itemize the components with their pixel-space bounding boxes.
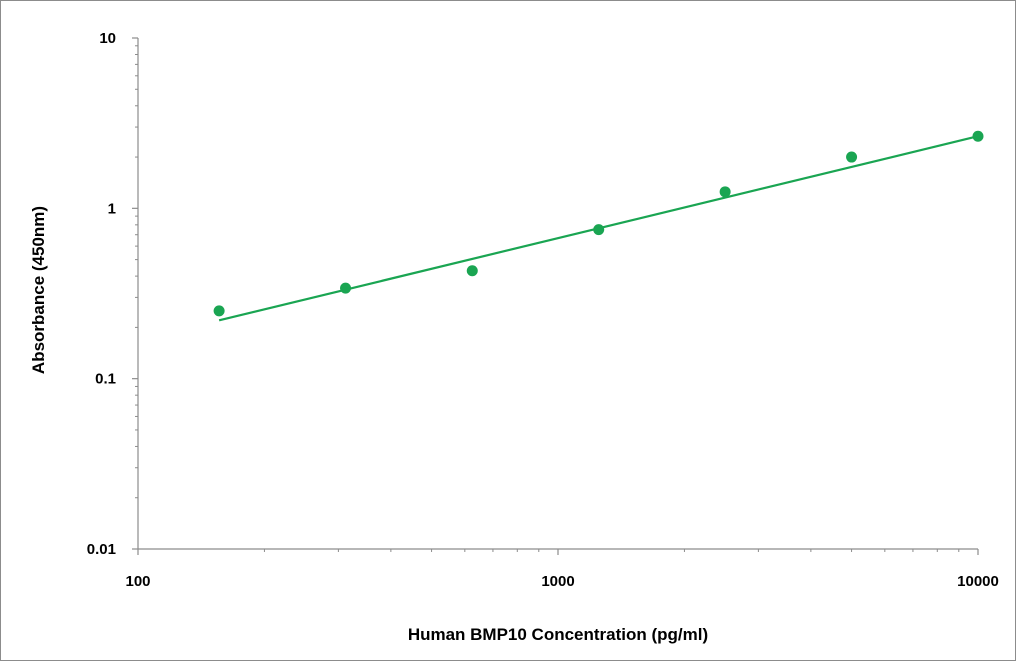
y-tick-label: 1 (108, 200, 116, 217)
ticks: 0.01 0.1 1 10 100 1000 10000 (87, 30, 999, 590)
x-tick-label: 1000 (541, 573, 574, 590)
data-point (593, 224, 605, 236)
y-tick-label: 10 (99, 30, 116, 47)
y-tick-label: 0.01 (87, 541, 116, 558)
data-point (846, 151, 858, 163)
x-tick-label: 10000 (957, 573, 999, 590)
data-point (213, 305, 225, 317)
y-tick-label: 0.1 (95, 371, 116, 388)
data-points (213, 130, 984, 317)
y-axis-title: Absorbance (450nm) (29, 206, 48, 374)
data-point (340, 282, 352, 294)
data-point (719, 186, 731, 198)
x-tick-label: 100 (125, 573, 150, 590)
x-axis-title: Human BMP10 Concentration (pg/ml) (408, 625, 708, 644)
axes (137, 38, 978, 550)
data-point (972, 130, 984, 142)
data-point (466, 265, 478, 277)
